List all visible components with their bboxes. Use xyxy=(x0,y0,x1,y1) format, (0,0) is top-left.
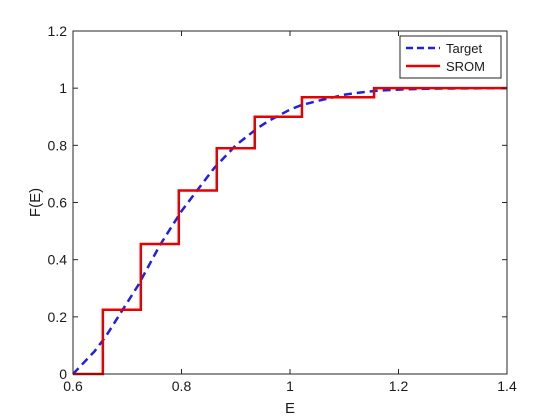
y-tick-label: 0.2 xyxy=(48,309,68,325)
y-tick-label: 0 xyxy=(59,366,67,382)
y-tick-label: 0.6 xyxy=(48,195,68,211)
y-tick-label: 0.8 xyxy=(48,137,68,153)
legend-label-srom: SROM xyxy=(446,59,485,74)
plot-content xyxy=(73,88,507,374)
y-axis-label: F(E) xyxy=(27,188,44,217)
x-tick-label: 1 xyxy=(286,378,294,394)
legend-label-target: Target xyxy=(446,41,483,56)
y-tick-label: 1.2 xyxy=(48,23,68,39)
x-tick-label: 1.2 xyxy=(389,378,409,394)
tick-marks xyxy=(73,31,507,374)
y-tick-label: 1 xyxy=(59,80,67,96)
series-line-target xyxy=(73,88,507,374)
y-tick-label: 0.4 xyxy=(48,252,68,268)
tick-labels: 0.6 0.8 1 1.2 1.400.20.40.60.811.2 xyxy=(48,23,517,394)
x-axis-label: E xyxy=(285,400,295,417)
x-tick-label: 0.8 xyxy=(172,378,192,394)
legend: Target SROM xyxy=(400,36,501,78)
axes-box xyxy=(73,31,507,374)
x-tick-label: 1.4 xyxy=(497,378,517,394)
series-line-srom xyxy=(73,88,507,374)
